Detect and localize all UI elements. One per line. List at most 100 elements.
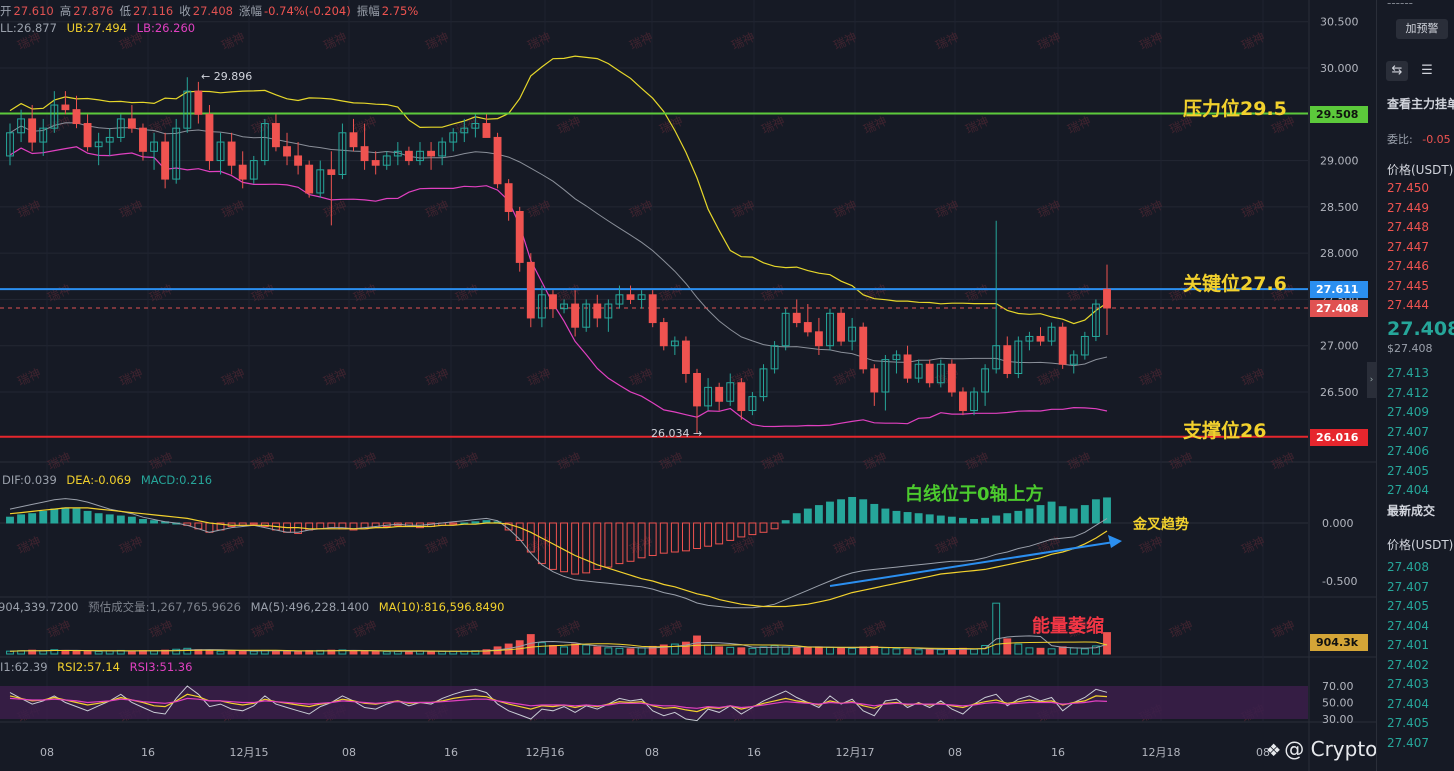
watermark-text: 瑞神 xyxy=(321,534,349,557)
volume-bar xyxy=(50,649,59,655)
volume-bar xyxy=(1069,647,1078,655)
watermark-text: 瑞神 xyxy=(657,618,685,641)
watermark-text: 瑞神 xyxy=(453,618,481,641)
price-axis-tick: 27.000 xyxy=(1320,340,1359,353)
main-orders-title[interactable]: 查看主力挂单 xyxy=(1387,97,1454,111)
macd-histogram-bar xyxy=(139,519,147,524)
volume-bar xyxy=(914,649,923,655)
macd-histogram-bar xyxy=(681,522,690,552)
macd-histogram-bar xyxy=(560,522,568,573)
candle-body xyxy=(1091,303,1100,337)
candle-body xyxy=(848,326,857,342)
volume-bar xyxy=(936,649,945,655)
order-ratio-value: -0.05 xyxy=(1422,133,1451,146)
watermark-text: 瑞神 xyxy=(249,618,277,641)
watermark-text: 瑞神 xyxy=(1035,198,1063,221)
watermark-text: 瑞神 xyxy=(423,534,451,557)
volume-bar xyxy=(94,650,103,655)
watermark-text: 瑞神 xyxy=(861,618,889,641)
ask-price: 27.447 xyxy=(1387,239,1429,254)
candle-body xyxy=(449,132,458,143)
candle-body xyxy=(715,386,724,402)
last-price: 27.408 xyxy=(1387,318,1454,340)
volume-bar xyxy=(814,646,823,655)
time-axis-tick: 08 xyxy=(645,746,659,759)
rsi-axis-tick: 70.00 xyxy=(1322,680,1354,693)
candle-body xyxy=(172,127,181,180)
orderbook-layout-icon[interactable]: ⇆ xyxy=(1386,61,1408,81)
watermark-text: 瑞神 xyxy=(525,366,553,389)
resistance-price-tag: 29.508 xyxy=(1310,106,1368,123)
collapse-panel-handle[interactable]: › xyxy=(1367,362,1376,398)
watermark-text: 瑞神 xyxy=(963,450,991,473)
watermark-text: 瑞神 xyxy=(729,198,757,221)
bid-price: 27.406 xyxy=(1387,444,1429,458)
macd-histogram-bar xyxy=(848,496,857,524)
volume-bar xyxy=(715,646,724,655)
rsi3-value: RSI3:51.36 xyxy=(129,660,193,674)
macd-histogram-bar xyxy=(970,519,978,524)
macd-histogram-bar xyxy=(748,522,757,536)
candle-body xyxy=(526,261,535,319)
time-axis-tick: 16 xyxy=(747,746,761,759)
candle-body xyxy=(914,363,923,379)
candle-body xyxy=(139,127,147,152)
volume-bar xyxy=(39,650,48,655)
trades-price-header: 价格(USDT) xyxy=(1387,538,1454,552)
watermark-text: 瑞神 xyxy=(1269,618,1297,641)
orderbook-price-header: 价格(USDT) xyxy=(1387,163,1454,177)
candle-body xyxy=(859,326,868,370)
macd-histogram-bar xyxy=(759,522,768,533)
macd-histogram-bar xyxy=(116,515,125,524)
candle-body xyxy=(127,118,136,129)
list-view-icon[interactable]: ☰ xyxy=(1421,63,1433,78)
candle-body xyxy=(737,382,746,412)
trade-price: 27.403 xyxy=(1387,677,1429,691)
volume-bar xyxy=(681,641,690,655)
macd-histogram-bar xyxy=(72,508,81,524)
macd-histogram-bar xyxy=(449,522,458,525)
candle-body xyxy=(959,391,967,412)
macd-note-annotation: 白线位于0轴上方 xyxy=(905,484,1044,505)
watermark-text: 瑞神 xyxy=(147,618,175,641)
watermark-text: 瑞神 xyxy=(627,198,655,221)
watermark-text: 瑞神 xyxy=(657,282,685,305)
volume-ma5-line xyxy=(9,635,1108,652)
watermark-text: 瑞神 xyxy=(525,198,553,221)
watermark-text: 瑞神 xyxy=(933,30,961,53)
chart-canvas[interactable]: 30.50030.00029.50029.00028.50028.00027.5… xyxy=(0,0,1376,771)
macd-histogram-bar xyxy=(670,522,679,553)
bid-price: 27.405 xyxy=(1387,463,1429,478)
trade-price: 27.405 xyxy=(1387,599,1429,613)
macd-histogram-bar xyxy=(615,522,624,565)
watermark-text: 瑞神 xyxy=(147,450,175,473)
candle-body xyxy=(61,104,70,111)
rsi1-line xyxy=(9,685,1108,722)
macd-histogram-bar xyxy=(526,522,535,553)
boll-upper-line xyxy=(9,55,1108,325)
boll-legend: LL:26.877 UB:27.494 LB:26.260 xyxy=(0,21,201,35)
macd-histogram-bar xyxy=(903,512,912,524)
volume-bar xyxy=(737,647,746,655)
trade-price: 27.407 xyxy=(1387,735,1429,750)
candle-body xyxy=(981,368,990,393)
candle-body xyxy=(549,294,557,310)
volume-bar xyxy=(881,647,890,655)
watermark-text: 瑞神 xyxy=(45,282,73,305)
candle-body xyxy=(150,141,158,152)
candle-body xyxy=(238,164,247,180)
rsi2-value: RSI2:57.14 xyxy=(57,660,120,674)
candle-body xyxy=(992,345,1001,370)
candle-body xyxy=(970,391,978,412)
candle-body xyxy=(283,146,291,157)
candle-body xyxy=(515,210,524,263)
ohlc-value: 27.116 xyxy=(133,4,174,18)
volume-bar xyxy=(1103,632,1111,655)
candle-body xyxy=(260,123,269,162)
watermark-text: 瑞神 xyxy=(1167,618,1195,641)
recent-trades-title[interactable]: 最新成交 xyxy=(1387,504,1436,518)
macd-histogram-bar xyxy=(936,515,945,524)
trend-arrow-line xyxy=(829,541,1115,587)
add-alert-button[interactable]: 加预警 xyxy=(1396,19,1448,39)
watermark-text: 瑞神 xyxy=(321,198,349,221)
